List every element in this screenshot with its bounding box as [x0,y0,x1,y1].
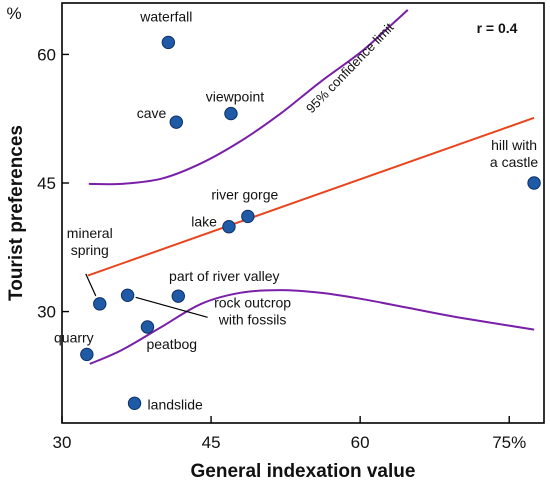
lower-confidence-limit-line [89,289,535,365]
data-point [93,297,107,311]
data-point [169,115,183,129]
x-tick-label: 45 [202,433,221,452]
data-point [224,106,238,121]
plot-frame [61,2,545,424]
data-point [140,320,155,334]
y-tick-label: 45 [37,174,56,193]
data-point [127,396,142,410]
x-tick-label: 60 [351,433,370,452]
confidence-limit-label: 95% confidence limit [303,20,397,116]
data-point [222,220,236,234]
points-layer [80,35,541,410]
correlation-annotation: r = 0.4 [477,20,518,36]
point-label: viewpoint [206,89,264,105]
point-label: quarry [54,329,94,345]
leader-line [135,296,208,318]
data-point [80,347,94,362]
point-label: peatbog [146,336,197,352]
point-label: landslide [148,396,203,412]
y-tick-label: 30 [37,303,56,322]
x-tick-label: 30 [53,433,72,452]
point-label: mineral spring [67,225,113,258]
point-label: part of river valley [169,268,279,284]
point-label: rock outcrop with fossils [214,294,291,327]
regression-line [87,116,535,277]
ticks-layer: 30 45 60 75% 30 45 60 [37,45,526,452]
x-tick-label: 75% [492,433,526,452]
data-point [241,209,255,224]
upper-confidence-limit-line [88,9,409,186]
y-axis-label: Tourist preferences [6,125,27,301]
leader-line [85,273,97,297]
point-labels-layer: waterfall viewpoint cave hill with a castle r… [54,8,538,412]
point-label: hill with a castle [490,137,538,170]
point-label: cave [137,105,167,121]
leader-lines-layer [85,273,208,318]
y-tick-label: 60 [37,45,56,64]
point-label: lake [191,214,217,230]
point-label: river gorge [211,186,278,202]
lines-layer [87,9,535,365]
x-axis-label: General indexation value [191,461,416,482]
data-point [120,288,135,302]
data-point [161,35,176,50]
data-point [171,289,185,303]
point-label: waterfall [139,8,192,24]
y-axis-unit-label: % [6,4,21,23]
data-point [527,176,541,190]
